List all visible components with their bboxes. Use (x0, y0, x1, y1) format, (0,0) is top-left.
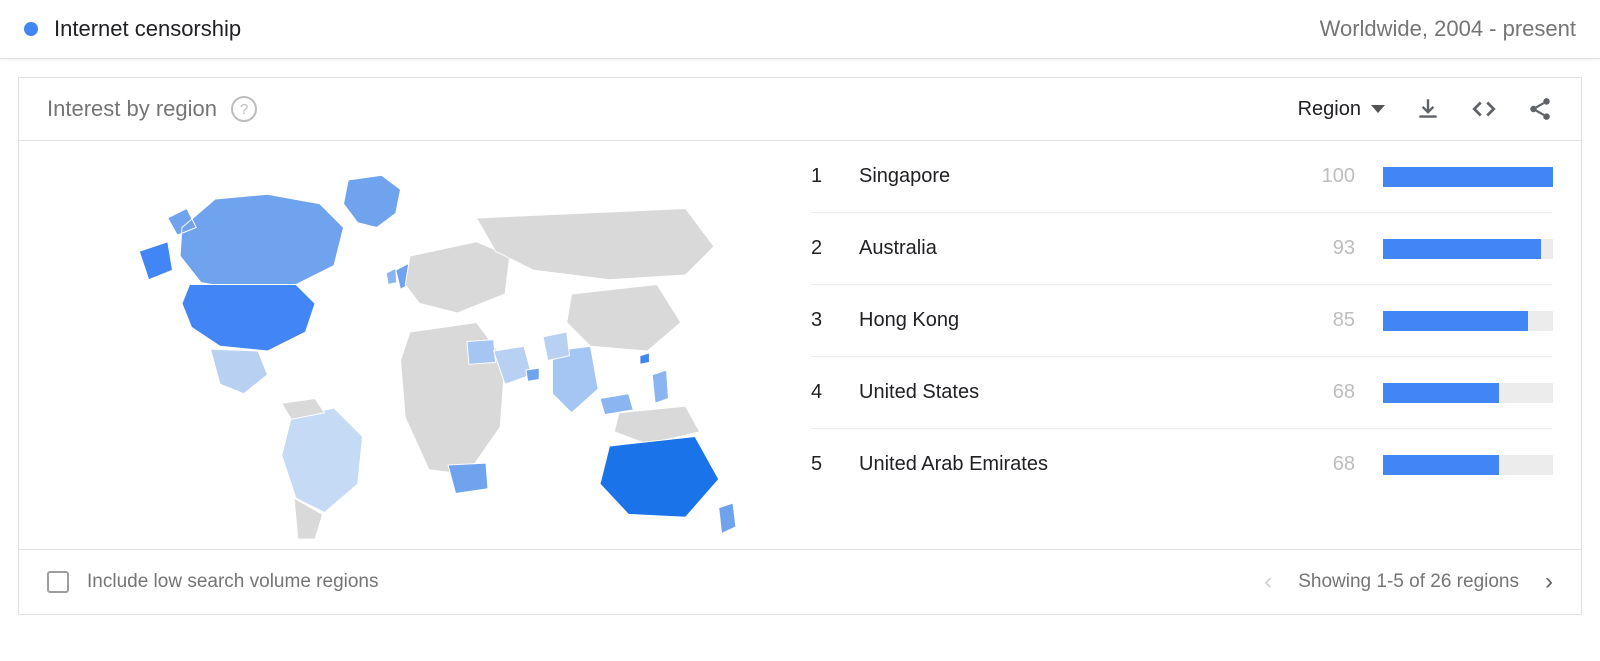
region-name: United Arab Emirates (859, 453, 1279, 476)
interest-by-region-card: Interest by region ? Region (18, 77, 1582, 615)
region-name: Hong Kong (859, 309, 1279, 332)
region-bar (1383, 311, 1553, 331)
region-bar-fill (1383, 383, 1499, 403)
map-region-canada[interactable] (168, 194, 344, 289)
region-row[interactable]: 1 Singapore 100 (811, 141, 1553, 213)
topic-left: Internet censorship (24, 16, 241, 42)
region-bar-fill (1383, 239, 1541, 259)
region-selector-label: Region (1298, 98, 1361, 121)
map-region-uae[interactable] (526, 368, 539, 381)
region-row[interactable]: 4 United States 68 (811, 357, 1553, 429)
card-body: 1 Singapore 100 2 Australia 93 3 Hong Kong 85 4 Un… (19, 140, 1581, 549)
card-footer: Include low search volume regions ‹ Show… (19, 549, 1581, 614)
chevron-down-icon (1371, 105, 1385, 113)
page-next-icon[interactable]: › (1545, 568, 1553, 596)
map-region-newzealand[interactable] (719, 503, 736, 533)
map-region-pakistan[interactable] (543, 332, 570, 361)
region-rank: 3 (811, 309, 831, 332)
world-map[interactable] (39, 161, 781, 541)
region-list: 1 Singapore 100 2 Australia 93 3 Hong Kong 85 4 Un… (801, 141, 1581, 549)
map-pane (19, 141, 801, 549)
topic-dot-icon (24, 22, 38, 36)
help-icon[interactable]: ? (231, 96, 257, 122)
region-value: 100 (1307, 165, 1355, 188)
map-region-china[interactable] (567, 285, 681, 352)
card-title: Interest by region (47, 96, 217, 122)
embed-icon[interactable] (1471, 96, 1497, 122)
region-bar (1383, 239, 1553, 259)
page-prev-icon[interactable]: ‹ (1264, 568, 1272, 596)
map-region-russia[interactable] (477, 209, 715, 280)
region-selector[interactable]: Region (1298, 98, 1385, 121)
card-title-wrap: Interest by region ? (47, 96, 257, 122)
card-header: Interest by region ? Region (19, 78, 1581, 140)
region-bar-fill (1383, 455, 1499, 475)
region-row[interactable]: 2 Australia 93 (811, 213, 1553, 285)
map-region-philippines[interactable] (652, 370, 668, 403)
region-bar (1383, 167, 1553, 187)
footer-right: ‹ Showing 1-5 of 26 regions › (1264, 568, 1553, 596)
map-region-egypt[interactable] (467, 340, 496, 365)
region-name: Singapore (859, 165, 1279, 188)
map-region-europe_rest[interactable] (405, 242, 510, 313)
region-value: 93 (1307, 237, 1355, 260)
map-region-hongkong[interactable] (640, 353, 650, 364)
region-name: United States (859, 381, 1279, 404)
region-name: Australia (859, 237, 1279, 260)
region-bar-fill (1383, 311, 1528, 331)
region-value: 68 (1307, 381, 1355, 404)
map-region-brazil[interactable] (282, 408, 363, 513)
region-rank: 1 (811, 165, 831, 188)
region-rank: 2 (811, 237, 831, 260)
share-icon[interactable] (1527, 96, 1553, 122)
region-bar-fill (1383, 167, 1553, 187)
region-value: 68 (1307, 453, 1355, 476)
topic-label: Internet censorship (54, 16, 241, 42)
pagination-text: Showing 1-5 of 26 regions (1298, 571, 1519, 593)
map-region-greenland[interactable] (344, 175, 401, 227)
topic-bar: Internet censorship Worldwide, 2004 - pr… (0, 0, 1600, 59)
footer-left: Include low search volume regions (47, 571, 379, 593)
region-row[interactable]: 3 Hong Kong 85 (811, 285, 1553, 357)
card-actions: Region (1298, 96, 1553, 122)
map-region-australia[interactable] (600, 437, 719, 518)
region-bar (1383, 455, 1553, 475)
map-region-ireland[interactable] (386, 268, 396, 284)
region-value: 85 (1307, 309, 1355, 332)
map-region-southafrica[interactable] (448, 463, 488, 493)
region-rank: 5 (811, 453, 831, 476)
region-bar (1383, 383, 1553, 403)
low-volume-checkbox[interactable] (47, 571, 69, 593)
download-icon[interactable] (1415, 96, 1441, 122)
region-row[interactable]: 5 United Arab Emirates 68 (811, 429, 1553, 500)
topic-scope: Worldwide, 2004 - present (1320, 16, 1576, 42)
map-region-mexico[interactable] (211, 349, 268, 394)
region-rank: 4 (811, 381, 831, 404)
low-volume-checkbox-label: Include low search volume regions (87, 571, 379, 593)
